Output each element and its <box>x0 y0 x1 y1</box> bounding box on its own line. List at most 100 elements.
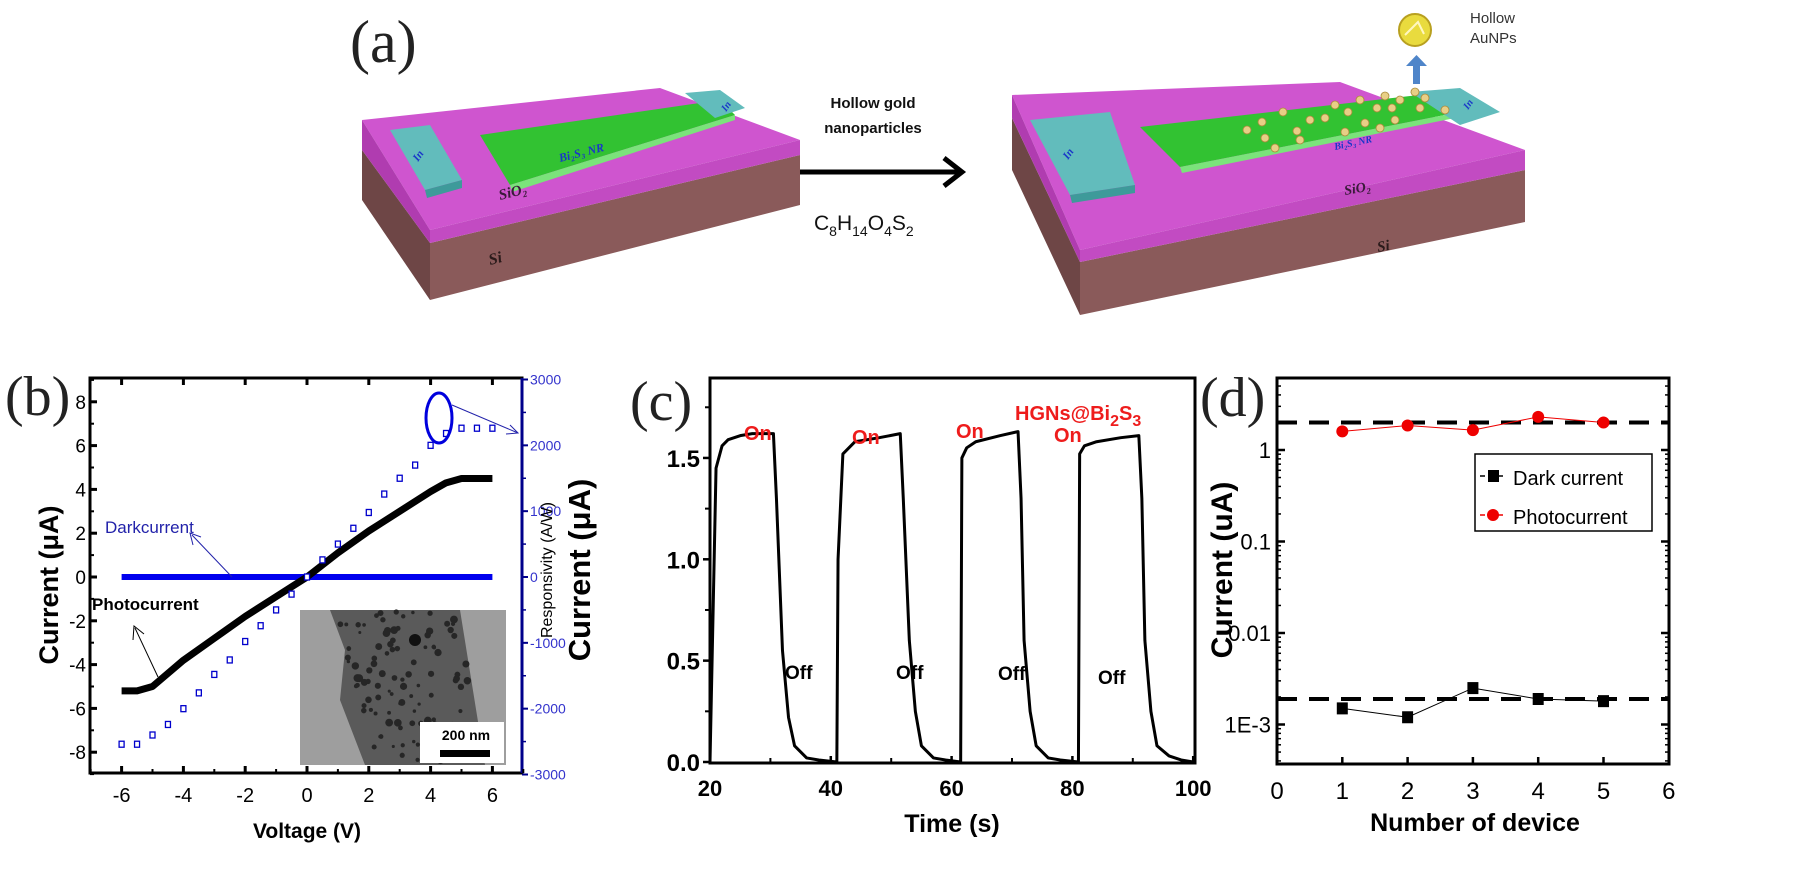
legend-square-marker-icon <box>1488 470 1499 482</box>
off-label: Off <box>896 663 924 684</box>
x-axis-title: Time (s) <box>904 810 999 838</box>
y2-tick-label: -3000 <box>530 767 566 783</box>
y-tick-label: -4 <box>69 656 86 677</box>
x-tick-label: 5 <box>1597 778 1610 805</box>
on-label: On <box>1054 425 1082 447</box>
y2-axis-title: Responsivity (A/W) <box>539 502 556 638</box>
on-off-annotations: On On On On Off Off Off Off <box>744 421 1126 689</box>
y-tick-label: -6 <box>69 699 86 720</box>
svg-text:Hollow gold: Hollow gold <box>831 95 916 112</box>
responsivity-marker <box>489 424 496 432</box>
responsivity-marker <box>427 441 434 449</box>
scale-bar <box>440 750 490 757</box>
x-tick-label: 4 <box>425 785 436 807</box>
scale-bar-label: 200 nm <box>442 727 490 743</box>
sample-label: HGNs@Bi2S3 <box>1015 403 1141 430</box>
y-tick-label: 0.5 <box>667 649 700 676</box>
annotation-photocurrent: Photocurrent <box>92 595 199 614</box>
responsivity-marker <box>195 689 203 697</box>
x-tick-label: 2 <box>1401 778 1414 805</box>
x-tick-label: 40 <box>819 776 843 801</box>
arrow-head-icon <box>942 156 967 188</box>
contact-right <box>685 90 745 118</box>
svg-text:In: In <box>410 148 426 164</box>
off-label: Off <box>785 663 813 684</box>
responsivity-marker <box>272 606 280 614</box>
up-arrow-icon <box>1413 62 1420 84</box>
panel-a: (a) In In Bi₂S₃ NR SiO₂ Si Hollow gold <box>350 9 1525 315</box>
responsivity-marker <box>226 656 233 664</box>
panel-d: (d) 0 1 2 3 4 5 6 1E-3 0.01 0.1 1 Dark current Pho… <box>1200 367 1675 837</box>
responsivity-marker <box>365 508 372 517</box>
contact-left <box>390 125 462 190</box>
panel-a-label: (a) <box>350 9 417 75</box>
y-tick-label: 0 <box>75 568 86 589</box>
y-tick-label: -2 <box>69 612 86 633</box>
x-tick-label: 20 <box>698 776 722 801</box>
oxide-front <box>430 140 800 243</box>
y2-tick-label: 2000 <box>530 437 561 453</box>
legend-photo: Photocurrent <box>1513 507 1628 529</box>
dark-current-marker <box>1467 682 1479 695</box>
responsivity-marker <box>118 740 125 748</box>
hollow-aunp-icon <box>1398 13 1432 47</box>
y-axis-title: Current (uA) <box>1206 482 1239 659</box>
x-tick-label: -2 <box>236 785 254 807</box>
responsivity-marker <box>164 720 172 729</box>
photocurrent-marker <box>1532 410 1545 423</box>
axes: -6 -4 -2 0 2 4 6 -8 -6 -4 -2 0 2 4 6 8 -3000 -2000 -1000 0 1… <box>69 372 566 808</box>
highlight-ellipse <box>424 391 454 445</box>
x-tick-label: -6 <box>113 785 131 807</box>
reagent-formula: C8H14O4S2 <box>814 212 914 239</box>
panel-b: (b) -6 -4 -2 0 2 4 6 -8 -6 -4 -2 0 2 4 6 8 -3000 -2000 -10… <box>5 366 566 843</box>
y-tick-label: 6 <box>75 437 86 458</box>
on-label: On <box>852 427 880 449</box>
y-tick-label: 2 <box>75 524 86 545</box>
y-tick-label: 1 <box>1259 438 1271 463</box>
x-tick-label: 2 <box>363 785 374 807</box>
x-tick-label: 0 <box>301 785 312 807</box>
y-tick-label: 4 <box>75 480 86 501</box>
y-tick-label: 1.5 <box>667 446 700 473</box>
x-tick-label: 1 <box>1336 778 1349 805</box>
series <box>118 424 496 748</box>
responsivity-marker <box>350 524 357 532</box>
svg-text:Hollow: Hollow <box>1470 10 1515 27</box>
svg-text:Si: Si <box>487 249 505 269</box>
substrate-front-face <box>1080 170 1525 315</box>
axes: 20 40 60 80 100 0.0 0.5 1.0 1.5 <box>667 406 1212 801</box>
y2-tick-label: 0 <box>530 569 538 585</box>
device-before: In In Bi₂S₃ NR SiO₂ Si <box>362 88 800 300</box>
x-tick-label: 100 <box>1175 776 1212 801</box>
panel-b-label: (b) <box>5 366 70 428</box>
y-tick-label: 0.0 <box>667 750 700 777</box>
y-tick-label: -8 <box>69 743 86 764</box>
y2-tick-label: 1000 <box>530 503 561 519</box>
svg-text:SiO₂: SiO₂ <box>497 181 529 203</box>
series <box>1277 410 1669 724</box>
panel-d-label: (d) <box>1200 367 1265 429</box>
svg-text:nanoparticles: nanoparticles <box>824 120 922 137</box>
responsivity-marker <box>411 461 419 469</box>
legend-circle-marker-icon <box>1487 509 1499 521</box>
gold-nanoparticles <box>1242 87 1450 153</box>
y-tick-label: 8 <box>75 393 86 414</box>
off-label: Off <box>1098 668 1126 689</box>
on-label: On <box>744 423 772 445</box>
responsivity-marker <box>381 490 388 498</box>
x-tick-label: 60 <box>939 776 963 801</box>
y2-tick-label: -1000 <box>530 635 566 651</box>
y-axis-title: Current (μA) <box>562 479 597 662</box>
nanorod <box>480 100 735 185</box>
dark-current-marker <box>1598 695 1609 708</box>
dark-current-marker <box>1532 692 1544 705</box>
x-axis-title: Number of device <box>1370 809 1580 837</box>
x-tick-label: 80 <box>1060 776 1084 801</box>
svg-text:Si: Si <box>1376 238 1392 256</box>
responsivity-marker <box>133 740 141 748</box>
series <box>708 430 1194 764</box>
responsivity-marker <box>257 622 264 630</box>
x-tick-label: 0 <box>1270 778 1283 805</box>
y-tick-label: 1.0 <box>667 547 700 574</box>
